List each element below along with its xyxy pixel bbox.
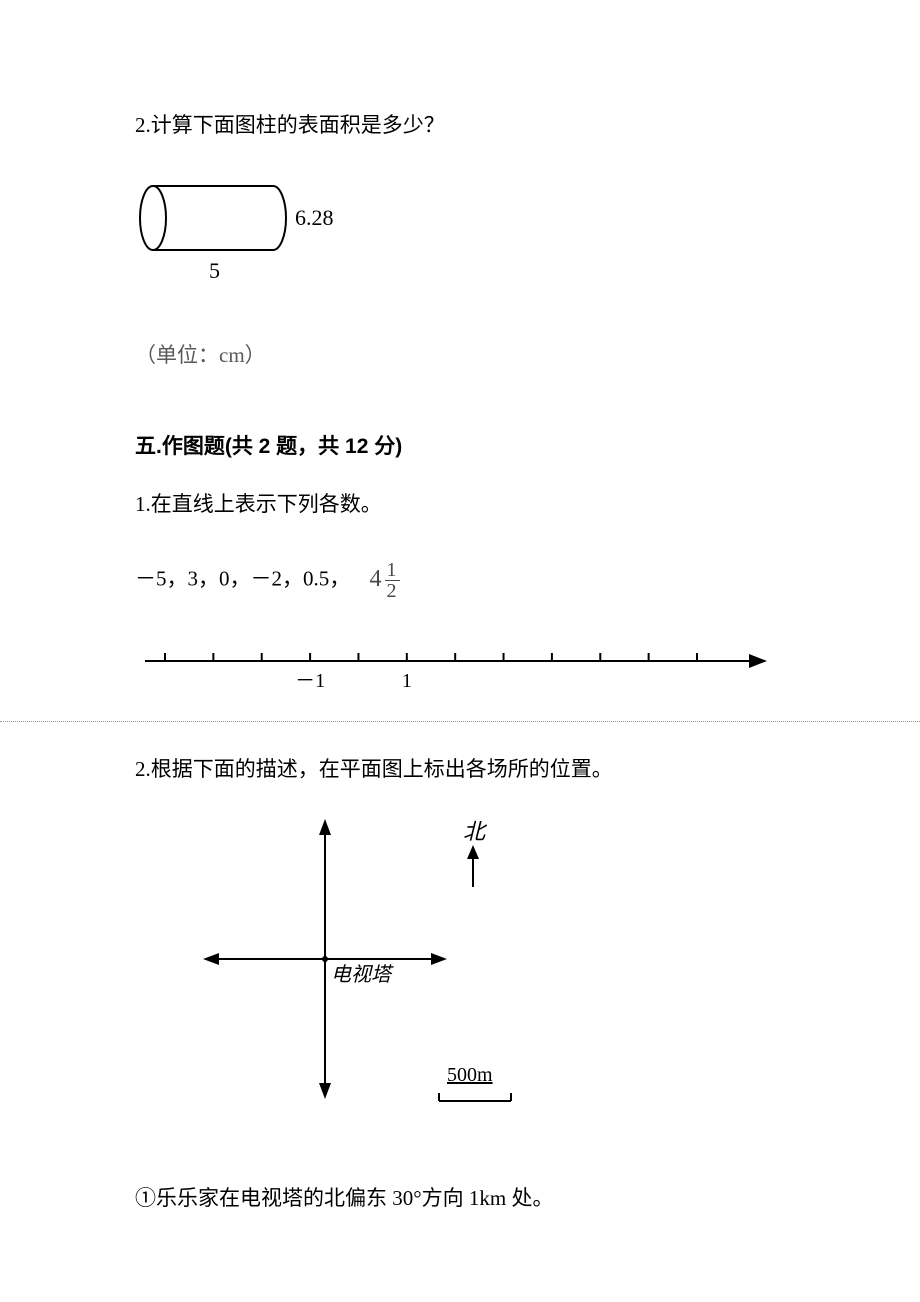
s5-q1-numbers: －5，3，0，－2，0.5， 412: [135, 560, 785, 601]
fraction-numerator: 1: [385, 560, 400, 581]
s5-q1-numbers-prefix: －5，3，0，－2，0.5，: [135, 566, 350, 590]
cylinder-length-label: 5: [209, 258, 220, 283]
fraction-denominator: 2: [385, 581, 400, 601]
mixed-fraction: 412: [370, 560, 400, 601]
compass-svg: 电视塔 北 500m: [195, 809, 555, 1129]
s5-q2-prompt: 2.根据下面的描述，在平面图上标出各场所的位置。: [135, 754, 785, 786]
number-line-svg: －1 1: [135, 641, 785, 701]
center-label: 电视塔: [331, 964, 394, 986]
section5-header: 五.作图题(共 2 题，共 12 分): [135, 431, 785, 463]
number-line-figure: －1 1: [135, 641, 785, 711]
cylinder-svg: 6.28 5: [135, 170, 355, 290]
compass-figure: 电视塔 北 500m: [195, 809, 785, 1139]
cylinder-height-label: 6.28: [295, 205, 334, 230]
page-content: 2.计算下面图柱的表面积是多少？ 6.28 5 （单位：cm） 五.作图题(共 …: [0, 0, 920, 1274]
svg-text:1: 1: [402, 670, 412, 692]
svg-text:－1: －1: [295, 670, 325, 692]
s5-q1-prompt: 1.在直线上表示下列各数。: [135, 489, 785, 521]
mixed-whole: 4: [370, 566, 383, 592]
unit-note: （单位：cm）: [135, 340, 785, 372]
q2-prompt: 2.计算下面图柱的表面积是多少？: [135, 110, 785, 142]
dotted-separator: [0, 721, 920, 722]
north-label: 北: [463, 819, 488, 844]
scale-label: 500m: [447, 1064, 493, 1086]
cylinder-figure: 6.28 5: [135, 170, 785, 290]
s5-q2-item1: ①乐乐家在电视塔的北偏东 30°方向 1km 处。: [135, 1183, 785, 1215]
fraction: 12: [385, 560, 400, 601]
